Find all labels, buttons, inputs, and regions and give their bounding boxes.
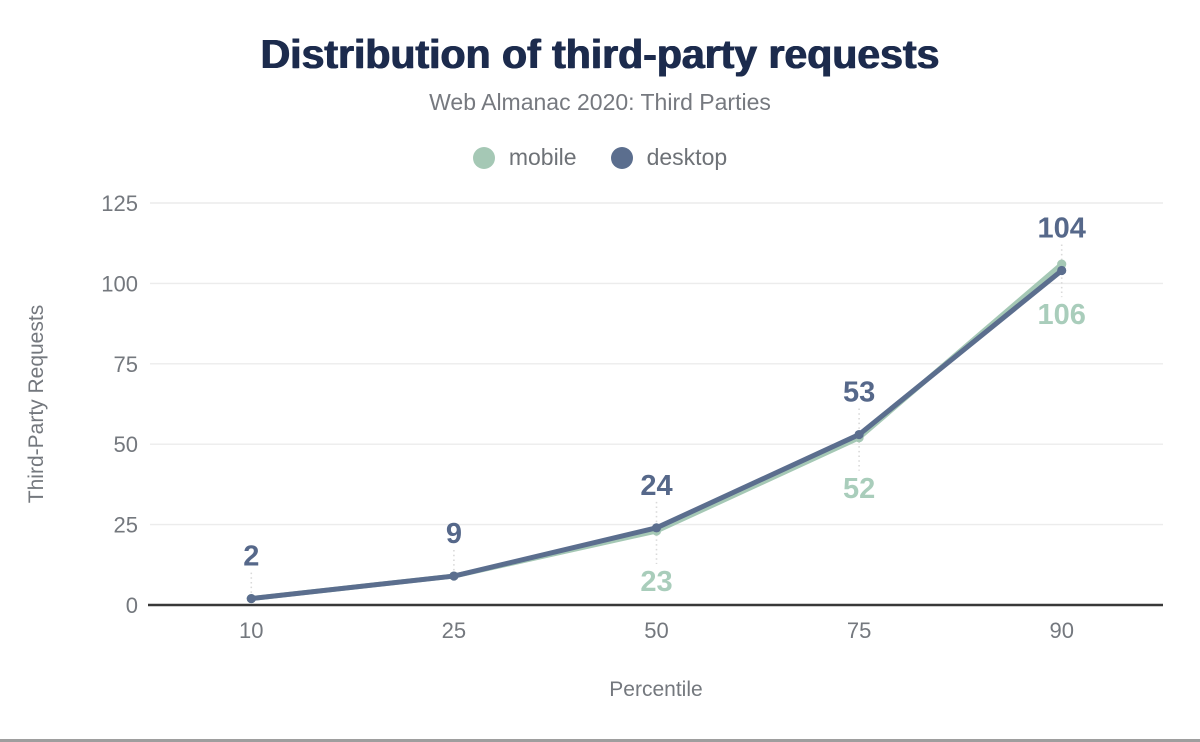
mobile-value-label: 106 [1038, 299, 1086, 331]
desktop-value-label: 9 [446, 518, 462, 550]
desktop-data-point [1057, 265, 1067, 276]
legend-label-mobile: mobile [508, 144, 577, 170]
legend: mobile desktop [0, 144, 1200, 171]
desktop-value-label: 104 [1038, 213, 1086, 245]
desktop-value-label: 24 [640, 470, 672, 502]
y-tick-label: 75 [114, 352, 138, 377]
legend-item-mobile: mobile [472, 144, 577, 171]
y-tick-label: 25 [114, 513, 138, 538]
chart-title: Distribution of third-party requests [260, 31, 940, 77]
chart-subtitle: Web Almanac 2020: Third Parties [429, 89, 771, 115]
x-tick-label: 50 [644, 618, 668, 643]
bottom-divider [0, 739, 1200, 742]
y-tick-label: 50 [114, 432, 138, 457]
mobile-data-point [1057, 259, 1067, 269]
legend-item-desktop: desktop [610, 144, 728, 171]
x-tick-label: 90 [1049, 618, 1073, 643]
mobile-series-line [248, 261, 1065, 602]
desktop-data-point [854, 429, 864, 440]
x-tick-label: 75 [847, 618, 871, 643]
y-axis-title: Third-Party Requests [25, 305, 48, 503]
desktop-data-point [246, 593, 256, 604]
desktop-data-point [449, 571, 459, 581]
legend-label-desktop: desktop [646, 144, 728, 170]
desktop-legend-dot-icon [610, 146, 633, 169]
x-tick-label: 10 [239, 618, 263, 643]
y-tick-label: 0 [126, 593, 138, 618]
x-tick-label: 25 [442, 618, 466, 643]
y-tick-label: 125 [101, 191, 138, 216]
mobile-legend-dot-icon [472, 146, 495, 169]
y-tick-label: 100 [101, 271, 138, 296]
desktop-value-label: 2 [243, 541, 259, 573]
x-axis-title: Percentile [609, 678, 702, 701]
mobile-value-label: 52 [843, 473, 875, 505]
desktop-value-label: 53 [843, 377, 875, 409]
desktop-data-point [651, 523, 662, 533]
mobile-value-label: 23 [640, 566, 672, 598]
